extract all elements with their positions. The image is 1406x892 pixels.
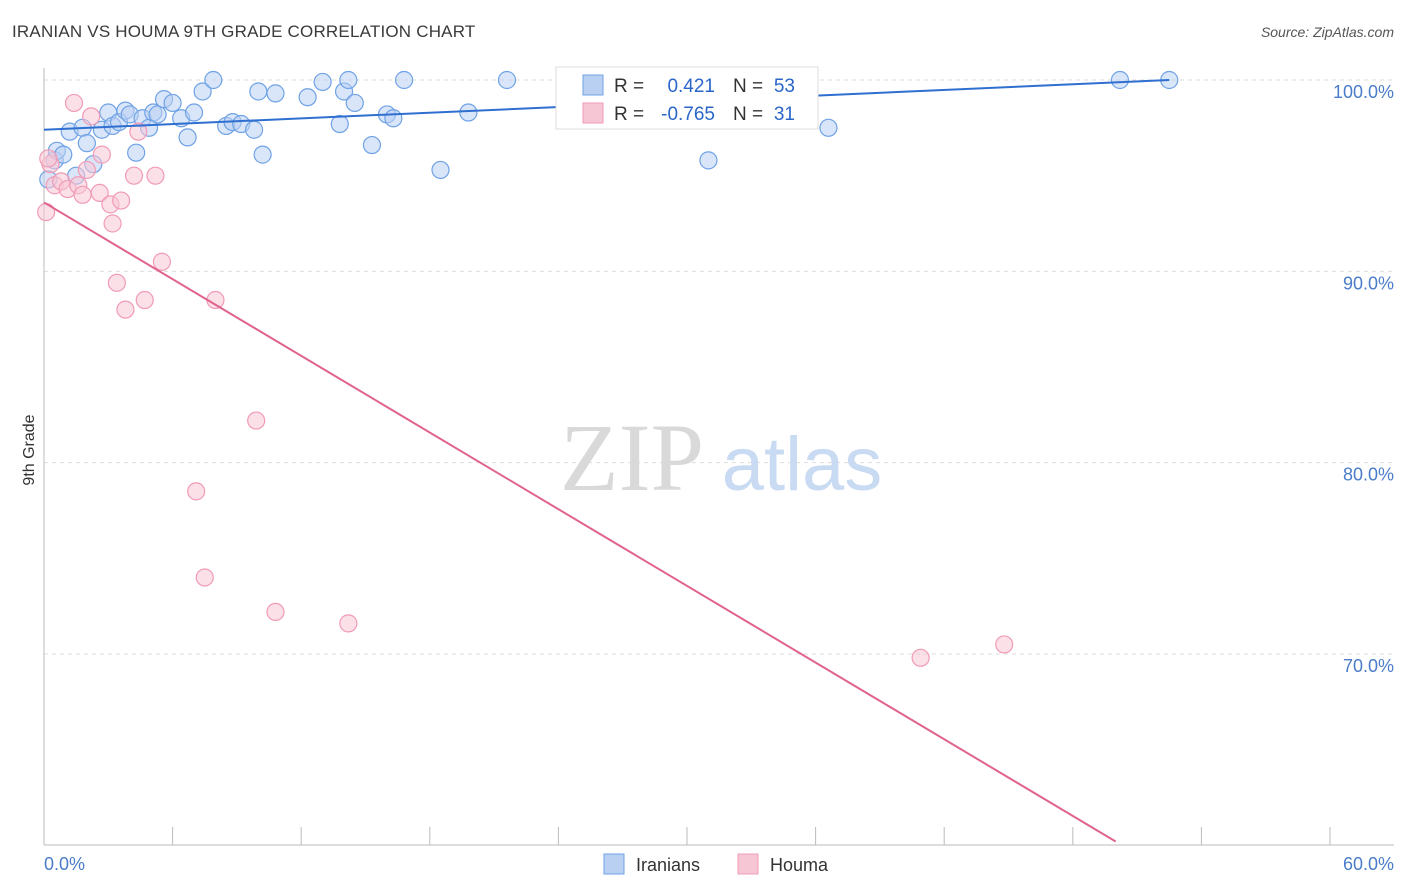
point-iranians xyxy=(184,103,204,122)
iranians-swatch xyxy=(582,74,604,96)
point-iranians xyxy=(204,70,223,90)
trend-line-houma xyxy=(43,201,1117,843)
point-houma xyxy=(129,122,148,141)
point-houma xyxy=(64,93,84,113)
point-houma xyxy=(146,166,165,185)
r-label-1: R = xyxy=(614,76,644,97)
point-houma xyxy=(135,290,154,310)
point-iranians xyxy=(345,93,364,113)
point-houma xyxy=(152,252,171,271)
point-iranians xyxy=(253,145,272,164)
point-houma xyxy=(107,273,126,292)
point-iranians xyxy=(339,70,358,90)
r-value-iranians: 0.421 xyxy=(667,76,715,97)
point-houma xyxy=(995,635,1014,654)
houma-swatch xyxy=(582,102,604,124)
point-iranians xyxy=(148,105,167,124)
point-houma xyxy=(116,300,135,319)
stats-legend: R = 0.421 N = 53 R = -0.765 N = 31 xyxy=(555,66,819,130)
legend-houma-label: Houma xyxy=(770,855,829,875)
r-label-2: R = xyxy=(614,104,644,125)
point-iranians xyxy=(459,103,478,122)
point-houma xyxy=(112,191,131,210)
series-legend: Iranians Houma xyxy=(603,853,829,875)
point-iranians xyxy=(77,134,96,153)
point-houma xyxy=(247,411,266,430)
point-houma xyxy=(124,166,144,185)
point-houma xyxy=(39,149,58,168)
watermark-atlas: atlas xyxy=(722,422,883,507)
point-iranians xyxy=(819,118,838,137)
point-iranians xyxy=(699,151,718,170)
point-iranians xyxy=(394,70,414,90)
n-label-2: N = xyxy=(733,104,763,125)
point-iranians xyxy=(163,93,182,113)
legend-iranians-label: Iranians xyxy=(636,855,700,875)
point-houma xyxy=(195,568,214,587)
watermark-zip: ZIP xyxy=(560,404,704,511)
axes xyxy=(43,68,1394,846)
point-houma xyxy=(187,482,206,501)
r-value-houma: -0.765 xyxy=(661,104,715,125)
point-houma xyxy=(103,214,122,233)
point-houma xyxy=(82,107,101,126)
point-houma xyxy=(911,648,930,667)
y-tick-label: 80.0% xyxy=(1343,465,1394,485)
point-houma xyxy=(339,614,358,633)
n-label-1: N = xyxy=(733,76,763,97)
y-tick-labels: 70.0% 80.0% 90.0% 100.0% xyxy=(1333,82,1394,676)
x-tick-label: 0.0% xyxy=(44,854,85,874)
point-houma xyxy=(92,145,111,164)
point-iranians xyxy=(1110,70,1130,90)
point-iranians xyxy=(330,114,349,134)
x-tick-labels: 0.0% 60.0% xyxy=(44,854,1394,874)
source-credit: Source: ZipAtlas.com xyxy=(1260,24,1394,40)
watermark: ZIP atlas xyxy=(560,404,882,511)
point-iranians xyxy=(497,70,517,90)
point-iranians xyxy=(178,128,197,147)
point-houma xyxy=(266,602,285,622)
legend-houma-swatch xyxy=(737,853,759,875)
y-tick-label: 70.0% xyxy=(1343,656,1394,676)
point-iranians xyxy=(298,88,317,107)
x-tick-label: 60.0% xyxy=(1343,854,1394,874)
point-iranians xyxy=(384,109,403,128)
point-houma xyxy=(37,202,56,222)
legend-iranians-swatch xyxy=(603,853,625,875)
gridlines xyxy=(44,79,1394,655)
point-houma xyxy=(77,160,96,180)
point-iranians xyxy=(249,82,268,101)
point-iranians xyxy=(244,120,264,139)
point-iranians xyxy=(266,84,285,103)
y-tick-label: 90.0% xyxy=(1343,273,1394,293)
point-houma xyxy=(90,183,109,202)
n-value-iranians: 53 xyxy=(774,76,795,97)
point-iranians xyxy=(127,143,146,162)
point-iranians xyxy=(362,135,382,155)
y-tick-label: 100.0% xyxy=(1333,82,1394,102)
point-iranians xyxy=(193,82,212,101)
y-axis-label: 9th Grade xyxy=(21,414,38,485)
point-iranians xyxy=(313,72,332,92)
point-iranians xyxy=(431,160,450,180)
data-points xyxy=(37,70,1179,667)
point-houma xyxy=(73,185,92,204)
n-value-houma: 31 xyxy=(774,104,795,125)
chart-title: IRANIAN VS HOUMA 9TH GRADE CORRELATION C… xyxy=(12,22,476,41)
